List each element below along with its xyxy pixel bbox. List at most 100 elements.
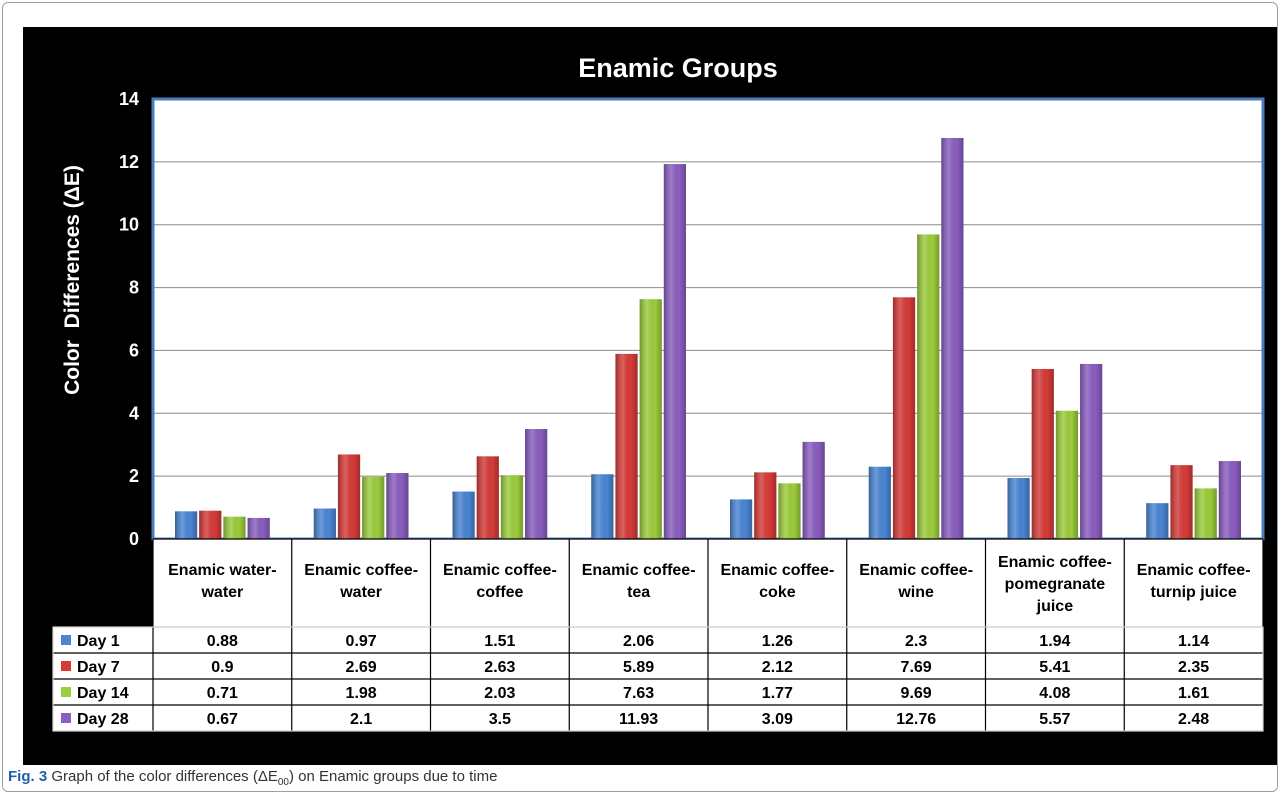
data-label: 1.51 — [484, 633, 515, 650]
y-tick-label: 14 — [119, 89, 139, 109]
data-label: 5.41 — [1039, 659, 1070, 676]
y-axis-label: Color Differences (ΔE) — [61, 165, 84, 395]
legend-label: Day 14 — [77, 685, 129, 702]
legend-swatch — [61, 661, 71, 671]
bar-day-7 — [199, 510, 222, 539]
bar-day-7 — [337, 454, 361, 539]
data-label: 1.26 — [762, 633, 793, 650]
legend-label: Day 7 — [77, 659, 120, 676]
x-tick-label: coffee — [476, 584, 523, 601]
data-label: 11.93 — [619, 711, 658, 728]
legend-swatch — [61, 713, 71, 723]
data-label: 2.1 — [350, 711, 372, 728]
data-label: 1.77 — [762, 685, 793, 702]
bar-day-14 — [1055, 410, 1079, 539]
x-tick-label: Enamic water- — [168, 562, 276, 579]
x-tick-label: Enamic coffee- — [859, 562, 973, 579]
x-tick-label: Enamic coffee- — [582, 562, 696, 579]
legend-label: Day 28 — [77, 711, 129, 728]
y-tick-label: 0 — [129, 529, 139, 549]
bar-day-28 — [663, 164, 686, 540]
y-tick-label: 2 — [129, 466, 139, 486]
caption-text-end: ) on Enamic groups due to time — [289, 768, 498, 785]
data-label: 12.76 — [896, 711, 936, 728]
x-tick-label: Enamic coffee- — [1137, 562, 1251, 579]
bar-day-28 — [802, 441, 825, 539]
chart-panel: Enamic Groups Color Differences (ΔE) 0 2 4… — [23, 27, 1277, 765]
x-tick-label: turnip juice — [1151, 584, 1237, 601]
bar-day-1 — [452, 491, 475, 539]
bar-day-1 — [313, 508, 336, 539]
bar-day-14 — [1194, 488, 1217, 539]
data-label: 9.69 — [901, 685, 932, 702]
data-label: 0.9 — [211, 659, 233, 676]
data-label: 2.12 — [762, 659, 793, 676]
bar-day-7 — [476, 456, 499, 539]
bar-day-14 — [223, 516, 246, 539]
bar-day-7 — [1031, 368, 1054, 539]
bar-day-14 — [778, 483, 801, 539]
table-outline — [52, 626, 1264, 732]
bar-day-28 — [1080, 363, 1103, 539]
bar-day-28 — [386, 473, 409, 539]
bar-day-7 — [892, 297, 916, 539]
y-tick-label: 8 — [129, 278, 139, 298]
x-tick-label: Enamic coffee- — [998, 554, 1112, 571]
caption-text-start: Graph of the color differences (ΔE — [51, 768, 278, 785]
data-label: 0.71 — [207, 685, 238, 702]
data-label: 7.69 — [901, 659, 932, 676]
x-tick-label: Enamic coffee- — [304, 562, 418, 579]
bar-day-14 — [500, 475, 524, 539]
legend-swatch — [61, 687, 71, 697]
figure-caption: Fig. 3 Graph of the color differences (Δ… — [8, 764, 497, 790]
x-tick-label: Enamic coffee- — [443, 562, 557, 579]
bar-day-28 — [1218, 461, 1241, 539]
data-label: 0.67 — [207, 711, 238, 728]
bar-day-7 — [1170, 465, 1193, 539]
data-label: 1.14 — [1178, 633, 1209, 650]
x-tick-label: coke — [759, 584, 796, 601]
x-tick-label: Enamic coffee- — [720, 562, 834, 579]
bar-day-1 — [868, 466, 891, 539]
data-label: 4.08 — [1039, 685, 1070, 702]
x-tick-label: juice — [1036, 598, 1074, 615]
bar-day-1 — [175, 511, 198, 539]
data-label: 3.5 — [489, 711, 511, 728]
x-tick-label: pomegranate — [1005, 576, 1106, 593]
data-label: 2.48 — [1178, 711, 1209, 728]
x-tick-label: tea — [627, 584, 650, 601]
bar-day-1 — [1007, 478, 1030, 539]
data-label: 0.97 — [346, 633, 377, 650]
x-tick-label: water — [339, 584, 382, 601]
bar-day-14 — [362, 476, 385, 539]
bar-day-7 — [615, 353, 638, 539]
bar-chart: Enamic Groups Color Differences (ΔE) 0 2 4… — [52, 53, 1265, 732]
bar-day-1 — [730, 499, 753, 539]
bar-day-1 — [1146, 503, 1169, 539]
y-tick-label: 12 — [119, 152, 139, 172]
legend-label: Day 1 — [77, 633, 120, 650]
bar-day-28 — [941, 137, 964, 539]
data-label: 2.3 — [905, 633, 927, 650]
data-label: 2.35 — [1178, 659, 1209, 676]
caption-subscript: 00 — [277, 777, 289, 788]
data-label: 1.61 — [1178, 685, 1209, 702]
data-label: 7.63 — [623, 685, 654, 702]
data-label: 3.09 — [762, 711, 793, 728]
bar-day-28 — [247, 517, 270, 539]
legend-swatch — [61, 635, 71, 645]
data-label: 5.57 — [1039, 711, 1070, 728]
bar-day-1 — [591, 474, 614, 539]
bar-day-7 — [754, 472, 777, 539]
x-tick-label: wine — [897, 584, 934, 601]
data-label: 2.63 — [484, 659, 515, 676]
data-label: 2.06 — [623, 633, 654, 650]
data-label: 5.89 — [623, 659, 654, 676]
y-tick-label: 6 — [129, 340, 139, 360]
data-label: 2.69 — [346, 659, 377, 676]
y-tick-label: 10 — [119, 215, 139, 235]
bar-day-14 — [917, 234, 940, 539]
figure-label: Fig. 3 — [8, 768, 48, 785]
data-label: 2.03 — [484, 685, 515, 702]
